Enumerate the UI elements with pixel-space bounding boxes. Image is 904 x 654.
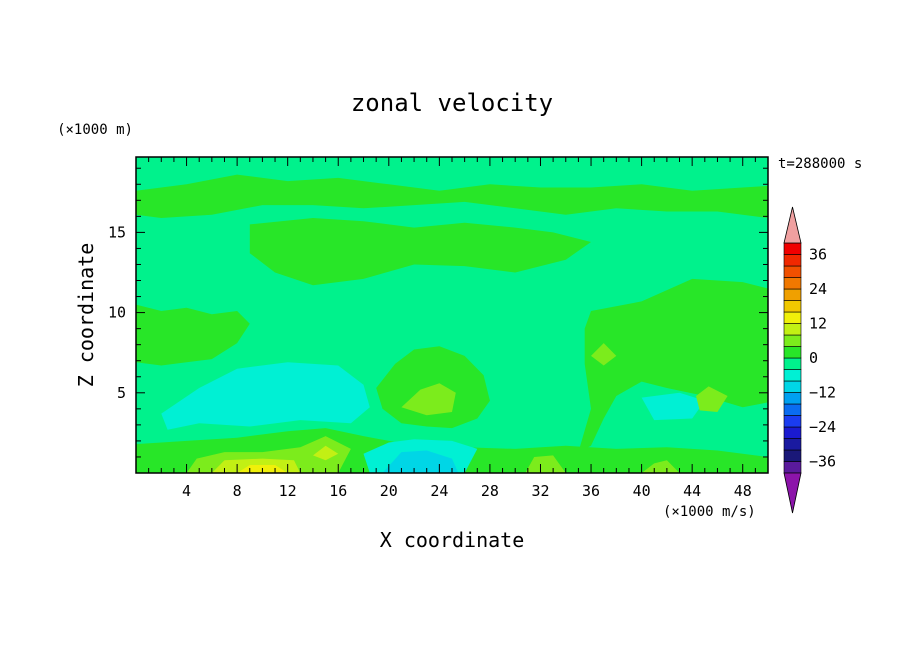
colorbar-band — [783, 242, 802, 255]
y-units-label: (×1000 m) — [57, 122, 133, 138]
x-tick-label: 28 — [481, 482, 499, 500]
colorbar-band — [783, 277, 802, 290]
x-tick-label: 12 — [279, 482, 297, 500]
contour-region-weak_positive-0 — [136, 174, 768, 218]
colorbar-band — [783, 392, 802, 405]
colorbar-band — [783, 403, 802, 416]
contour-region-weak_positive-3 — [578, 278, 768, 453]
colorbar-band — [783, 334, 802, 347]
colorbar-band — [783, 426, 802, 439]
colorbar-band — [783, 369, 802, 382]
colorbar-band — [783, 449, 802, 462]
x-tick-label: 16 — [329, 482, 347, 500]
colorbar: 36 24 12 0 −12 −24 −36 — [783, 206, 836, 514]
colorbar-band — [783, 288, 802, 301]
colorbar-tick-label: 12 — [809, 315, 827, 333]
colorbar-band — [783, 323, 802, 336]
contour-region-moderate_positive-12 — [696, 386, 728, 412]
x-tick-label: 24 — [430, 482, 448, 500]
x-tick-label: 36 — [582, 482, 600, 500]
time-label: t=288000 s — [778, 156, 862, 172]
colorbar-band — [783, 438, 802, 451]
y-tick-label: 10 — [108, 304, 126, 322]
colorbar-band — [783, 461, 802, 474]
colorbar-band — [783, 300, 802, 313]
x-tick-label: 4 — [182, 482, 191, 500]
colorbar-over-arrow — [783, 206, 802, 244]
x-tick-label: 44 — [683, 482, 701, 500]
value-units-label: (×1000 m/s) — [663, 504, 756, 520]
contour-region-weak_negative-6 — [161, 362, 370, 430]
x-tick-label: 48 — [734, 482, 752, 500]
x-tick-label: 8 — [233, 482, 242, 500]
colorbar-tick-label: 24 — [809, 280, 827, 298]
contour-region-moderate_positive-15 — [641, 460, 680, 473]
colorbar-band — [783, 254, 802, 267]
colorbar-band — [783, 346, 802, 359]
chart-title: zonal velocity — [351, 89, 553, 117]
colorbar-band — [783, 415, 802, 428]
colorbar-under-arrow — [783, 472, 802, 514]
colorbar-band — [783, 357, 802, 370]
y-tick-label: 15 — [108, 223, 126, 241]
colorbar-tick-label: 0 — [809, 349, 818, 367]
contour-region-moderate_positive-11 — [591, 343, 617, 366]
contour-plot-area — [136, 157, 768, 473]
contour-region-weak_positive-2 — [136, 304, 250, 366]
colorbar-tick-label: −24 — [809, 418, 836, 436]
contour-region-moderate_positive-14 — [525, 455, 566, 473]
contour-region-weak_positive-1 — [249, 218, 592, 286]
x-tick-label: 40 — [633, 482, 651, 500]
colorbar-tick-label: −12 — [809, 384, 836, 402]
x-tick-label: 32 — [531, 482, 549, 500]
x-tick-label: 20 — [380, 482, 398, 500]
y-axis-title: Z coordinate — [74, 243, 98, 388]
colorbar-band — [783, 380, 802, 393]
y-tick-label: 5 — [117, 384, 126, 402]
contour-region-strong_positive-17 — [313, 445, 339, 461]
contour-region-weak_negative-7 — [641, 392, 705, 421]
colorbar-band — [783, 265, 802, 278]
x-axis-title: X coordinate — [380, 528, 525, 552]
colorbar-band — [783, 311, 802, 324]
contour-region-moderate_positive-10 — [401, 383, 456, 416]
colorbar-tick-label: 36 — [809, 246, 827, 264]
colorbar-tick-label: −36 — [809, 453, 836, 471]
